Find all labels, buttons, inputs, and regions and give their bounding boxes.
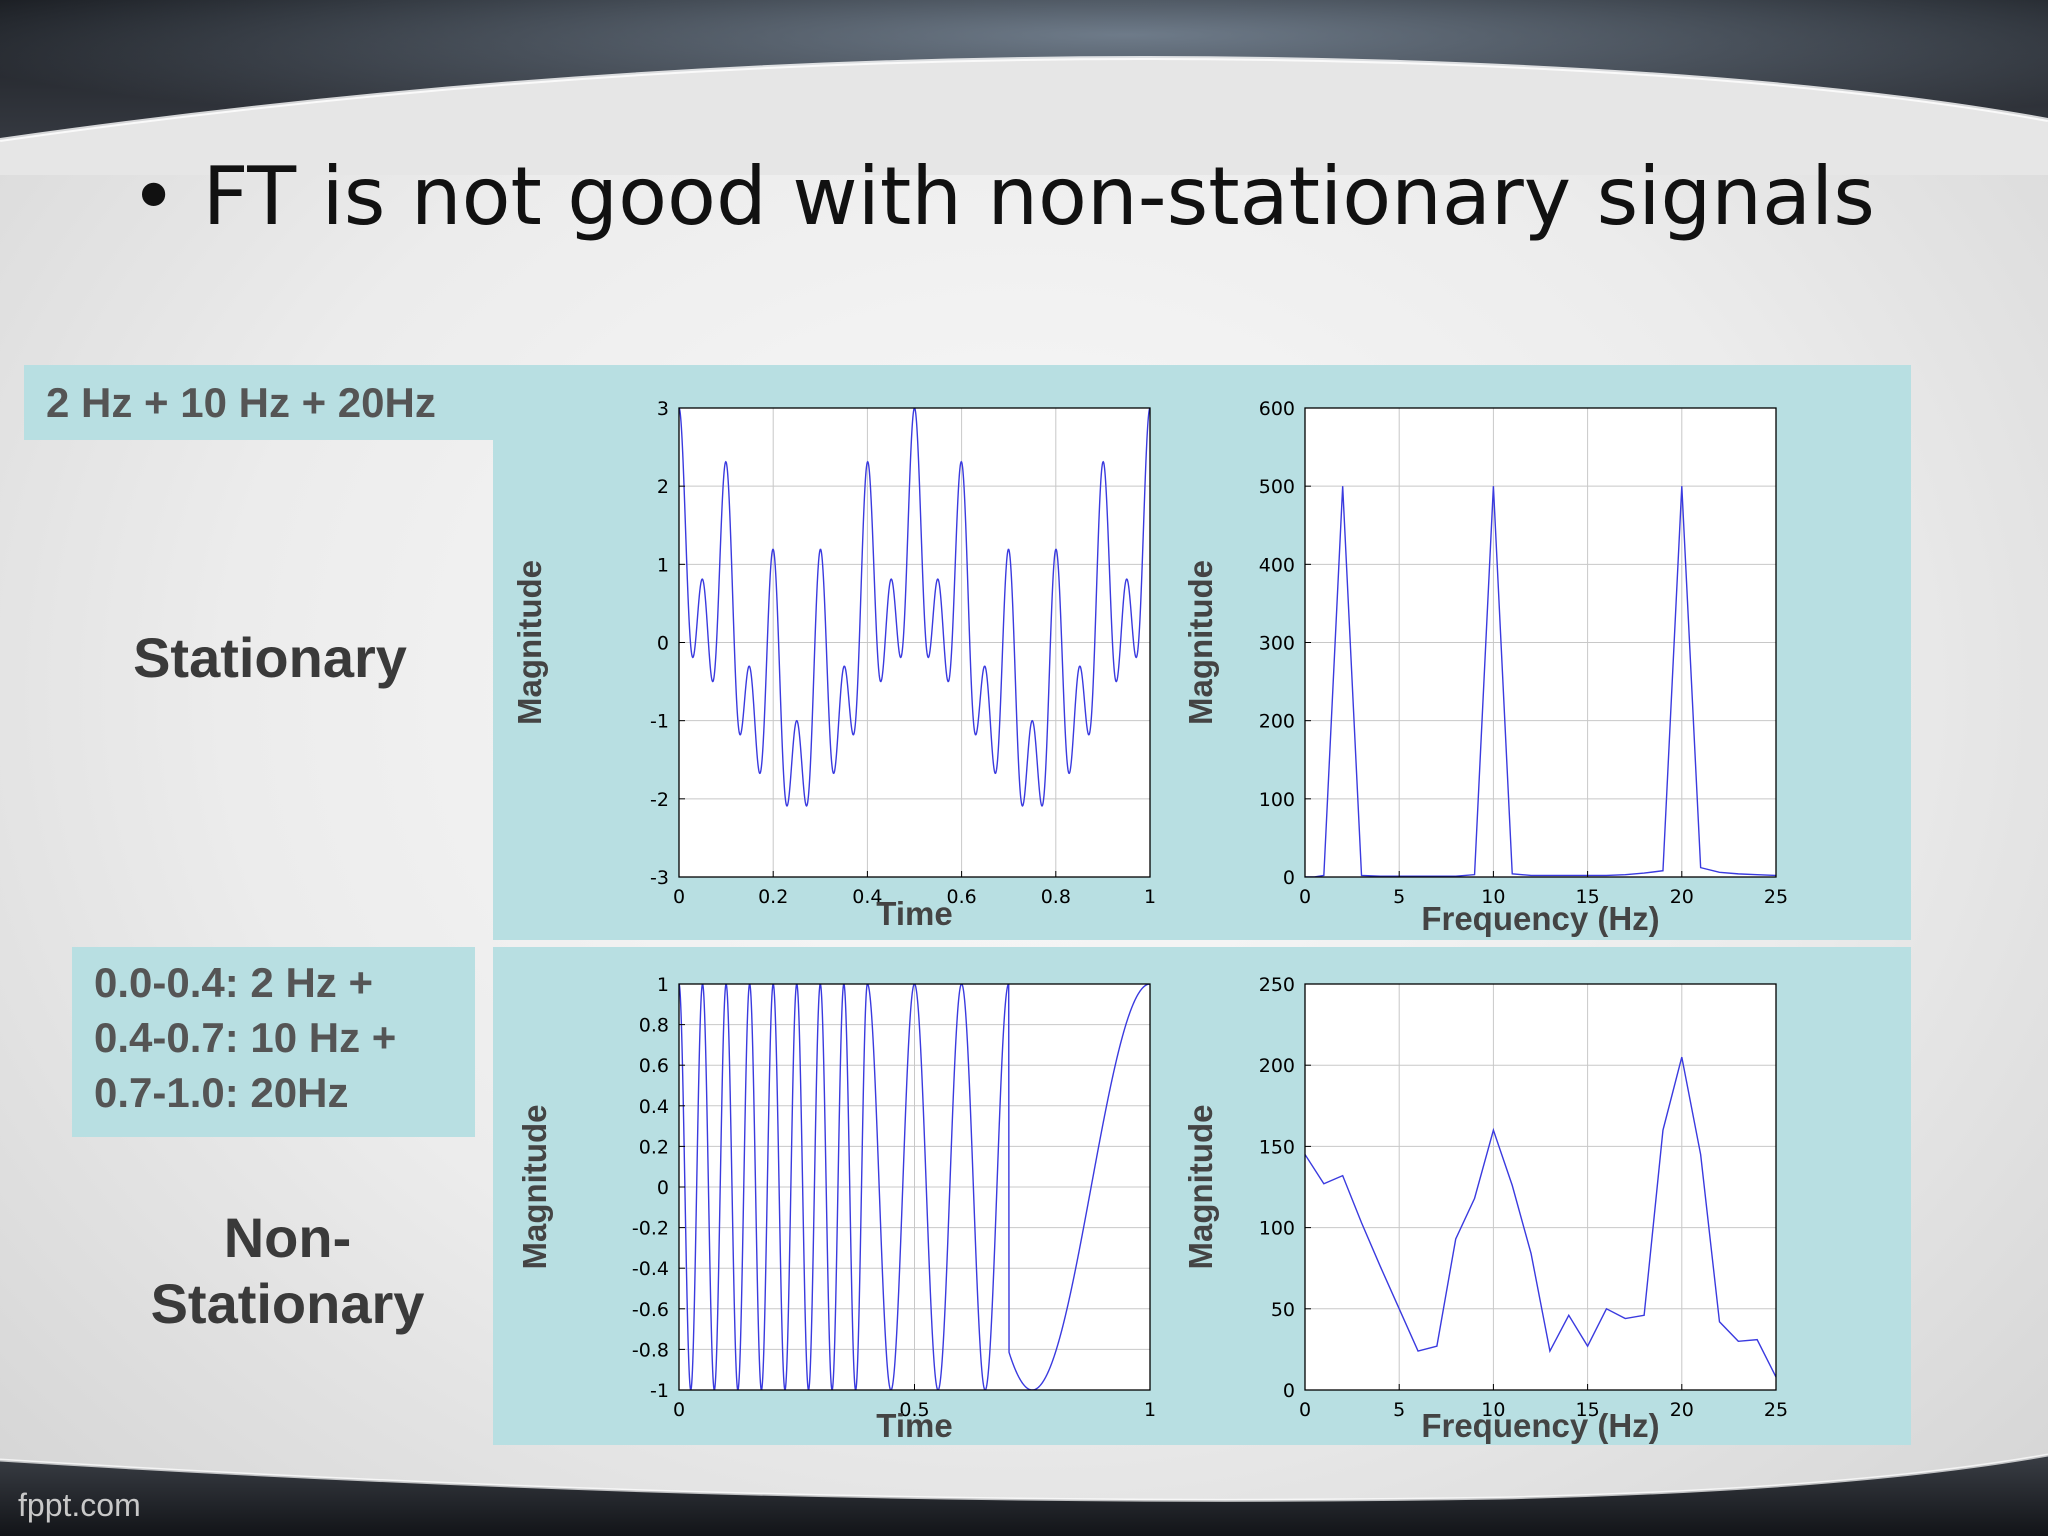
stationary-spectrum-y-tick-label: 500 (1259, 476, 1295, 498)
nonstationary-signal-tab: 0.0-0.4: 2 Hz + 0.4-0.7: 10 Hz + 0.7-1.0… (72, 947, 475, 1137)
nonstationary-spectrum-frame (1304, 983, 1777, 1391)
nonstationary-spectrum-series-line (1305, 1056, 1776, 1378)
stationary-spectrum-y-axis-label: Magnitude (1182, 560, 1219, 725)
stationary-time-y-tick-label: -3 (650, 867, 669, 889)
stationary-signal-tab: 2 Hz + 10 Hz + 20Hz (24, 365, 493, 440)
nonstationary-spectrum-x-tick-label: 20 (1670, 1399, 1694, 1421)
nonstationary-spectrum-x-tick-label: 10 (1481, 1399, 1505, 1421)
nonstationary-segment-1: 0.0-0.4: 2 Hz + (94, 959, 373, 1006)
stationary-time-x-tick-label: 0 (673, 886, 685, 908)
nonstationary-spectrum-x-tick-label: 15 (1576, 1399, 1600, 1421)
nonstationary-spectrum-plot-area (1305, 984, 1776, 1390)
stationary-spectrum-x-tick-label: 5 (1393, 886, 1405, 908)
nonstationary-segment-3: 0.7-1.0: 20Hz (94, 1069, 349, 1116)
stationary-time-y-axis-label: Magnitude (511, 560, 548, 725)
stationary-time-y-tick-label: 1 (657, 554, 669, 576)
stationary-time-x-tick-label: 1 (1144, 886, 1156, 908)
stationary-spectrum-x-axis-label: Frequency (Hz) (1421, 900, 1659, 937)
stationary-spectrum-x-tick-label: 15 (1576, 886, 1600, 908)
nonstationary-time-x-tick-label: 0 (673, 1399, 685, 1421)
stationary-time-x-tick-label: 0.2 (758, 886, 788, 908)
stationary-spectrum-x-tick-label: 0 (1299, 886, 1311, 908)
stationary-time-x-axis-label: Time (876, 895, 952, 932)
stationary-time-x-tick-label: 0.4 (852, 886, 882, 908)
nonstationary-time-y-tick-label: 0.4 (639, 1096, 669, 1118)
nonstationary-time-y-tick-label: -1 (650, 1380, 669, 1402)
nonstationary-label: Non- Stationary (110, 1205, 465, 1337)
slide-title: • FT is not good with non-stationary sig… (130, 150, 1875, 243)
nonstationary-time-y-tick-label: -0.4 (632, 1258, 669, 1280)
stationary-time-x-tick-label: 0.8 (1041, 886, 1071, 908)
stationary-spectrum-y-tick-label: 400 (1259, 554, 1295, 576)
nonstationary-spectrum-y-tick-label: 50 (1271, 1299, 1295, 1321)
nonstationary-time-y-tick-label: 0 (657, 1177, 669, 1199)
stationary-time-y-tick-label: 0 (657, 633, 669, 655)
nonstationary-label-line2: Stationary (150, 1272, 425, 1335)
nonstationary-time-y-tick-label: 0.2 (639, 1136, 669, 1158)
nonstationary-time-x-axis-label: Time (876, 1407, 952, 1444)
stationary-spectrum-x-tick-label: 20 (1670, 886, 1694, 908)
nonstationary-spectrum-y-tick-label: 0 (1283, 1380, 1295, 1402)
stationary-spectrum-y-tick-label: 600 (1259, 398, 1295, 420)
bottom-decoration-band (0, 1453, 2048, 1536)
nonstationary-spectrum-y-tick-label: 150 (1259, 1136, 1295, 1158)
nonstationary-spectrum-y-tick-label: 250 (1259, 974, 1295, 996)
stationary-time-series-line (679, 408, 1150, 807)
stationary-spectrum-series-line (1305, 486, 1776, 877)
nonstationary-time-y-tick-label: 0.8 (639, 1015, 669, 1037)
stationary-time-y-tick-label: 3 (657, 398, 669, 420)
nonstationary-spectrum-y-axis-label: Magnitude (1182, 1105, 1219, 1270)
top-decoration-band (0, 0, 2048, 175)
stationary-label: Stationary (133, 626, 407, 689)
stationary-spectrum-x-tick-label: 10 (1481, 886, 1505, 908)
stationary-time-y-tick-label: 2 (657, 476, 669, 498)
nonstationary-time-y-axis-label: Magnitude (516, 1105, 553, 1270)
nonstationary-time-y-tick-label: 1 (657, 974, 669, 996)
nonstationary-label-line1: Non- (223, 1206, 352, 1269)
nonstationary-time-y-tick-label: -0.8 (632, 1339, 669, 1361)
nonstationary-time-y-tick-label: -0.2 (632, 1218, 669, 1240)
nonstationary-spectrum-x-tick-label: 5 (1393, 1399, 1405, 1421)
nonstationary-spectrum-x-tick-label: 25 (1764, 1399, 1788, 1421)
stationary-spectrum-y-tick-label: 0 (1283, 867, 1295, 889)
stationary-spectrum-x-tick-label: 25 (1764, 886, 1788, 908)
nonstationary-time-y-tick-label: 0.6 (639, 1055, 669, 1077)
stationary-spectrum-y-tick-label: 300 (1259, 633, 1295, 655)
stationary-spectrum-y-tick-label: 100 (1259, 789, 1295, 811)
stationary-time-y-tick-label: -1 (650, 711, 669, 733)
nonstationary-spectrum-x-tick-label: 0 (1299, 1399, 1311, 1421)
nonstationary-segment-2: 0.4-0.7: 10 Hz + (94, 1014, 397, 1061)
nonstationary-time-x-tick-label: 1 (1144, 1399, 1156, 1421)
footer-watermark: fppt.com (18, 1487, 141, 1523)
nonstationary-spectrum-x-axis-label: Frequency (Hz) (1421, 1407, 1659, 1444)
nonstationary-time-y-tick-label: -0.6 (632, 1299, 669, 1321)
nonstationary-spectrum-y-tick-label: 100 (1259, 1218, 1295, 1240)
stationary-spectrum-y-tick-label: 200 (1259, 711, 1295, 733)
nonstationary-spectrum-y-tick-label: 200 (1259, 1055, 1295, 1077)
nonstationary-time-series-line (679, 984, 1150, 1390)
stationary-signal-description: 2 Hz + 10 Hz + 20Hz (46, 379, 436, 426)
stationary-time-x-tick-label: 0.6 (946, 886, 976, 908)
stationary-time-y-tick-label: -2 (650, 789, 669, 811)
nonstationary-time-x-tick-label: 0.5 (899, 1399, 929, 1421)
